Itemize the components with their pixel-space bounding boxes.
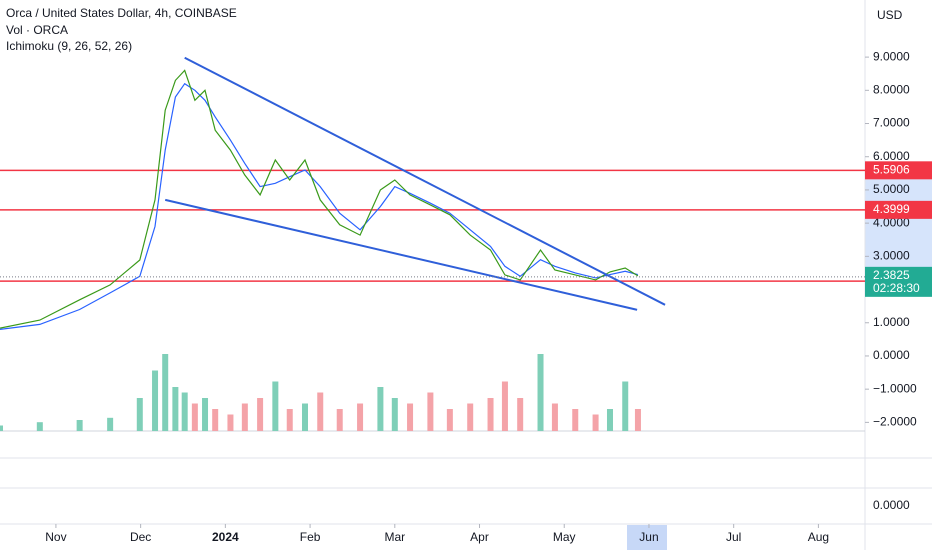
volume-bar bbox=[572, 409, 579, 431]
volume-bar bbox=[212, 409, 219, 431]
volume-bar bbox=[136, 398, 143, 431]
volume-bar bbox=[336, 409, 343, 431]
volume-bar bbox=[0, 425, 3, 431]
indicator-label: Ichimoku (9, 26, 52, 26) bbox=[6, 39, 132, 53]
volume-bar bbox=[357, 403, 364, 431]
x-tick-label: Aug bbox=[808, 530, 829, 544]
volume-bar bbox=[227, 414, 234, 431]
volume-bar bbox=[241, 403, 248, 431]
volume-bar bbox=[501, 381, 508, 431]
volume-bar bbox=[181, 392, 188, 431]
y-tick-label: 6.0000 bbox=[873, 149, 910, 163]
volume-bar bbox=[517, 398, 524, 431]
volume-bar bbox=[257, 398, 264, 431]
last-price-label: 2.3825 bbox=[873, 268, 910, 282]
x-tick-label: Jul bbox=[726, 530, 741, 544]
x-tick-label: Mar bbox=[384, 530, 405, 544]
price-label: 4.3999 bbox=[873, 202, 910, 216]
volume-bar bbox=[592, 414, 599, 431]
volume-bar bbox=[317, 392, 324, 431]
y-tick-label: 9.0000 bbox=[873, 49, 910, 63]
y-tick-label: 8.0000 bbox=[873, 82, 910, 96]
volume-bar bbox=[107, 417, 114, 431]
y-tick-label: 5.0000 bbox=[873, 182, 910, 196]
volume-bar bbox=[391, 398, 398, 431]
price-line bbox=[0, 82, 639, 330]
price-line bbox=[0, 69, 639, 329]
volume-bar bbox=[634, 409, 641, 431]
y-tick-label: 0.0000 bbox=[873, 348, 910, 362]
volume-bar bbox=[407, 403, 414, 431]
x-tick-label: Apr bbox=[470, 530, 489, 544]
volume-bar bbox=[467, 403, 474, 431]
price-label-box bbox=[865, 161, 932, 180]
indicator-label: Vol · ORCA bbox=[6, 23, 68, 37]
volume-bar bbox=[152, 370, 159, 431]
price-label-box bbox=[865, 200, 932, 219]
price-label: 5.5906 bbox=[873, 162, 910, 176]
volume-bar bbox=[36, 422, 43, 431]
volume-bar bbox=[427, 392, 434, 431]
x-tick-label: Feb bbox=[300, 530, 321, 544]
last-price-box bbox=[865, 266, 932, 297]
chart-title: Orca / United States Dollar, 4h, COINBAS… bbox=[6, 6, 237, 20]
x-tick-label: Jun bbox=[639, 530, 658, 544]
volume-bar bbox=[286, 409, 293, 431]
x-tick-label: Dec bbox=[130, 530, 151, 544]
volume-bar bbox=[162, 354, 169, 431]
volume-bar bbox=[202, 398, 209, 431]
pane2-tick-label: 0.0000 bbox=[873, 498, 910, 512]
volume-bar bbox=[446, 409, 453, 431]
x-selection bbox=[627, 525, 667, 550]
volume-bar bbox=[76, 420, 83, 431]
y-tick-label: −1.0000 bbox=[873, 381, 917, 395]
trendline bbox=[164, 198, 638, 311]
volume-bar bbox=[487, 398, 494, 431]
volume-bar bbox=[606, 409, 613, 431]
x-tick-label: Nov bbox=[45, 530, 66, 544]
x-tick-label: 2024 bbox=[212, 530, 239, 544]
volume-bar bbox=[377, 387, 384, 431]
x-tick-label: May bbox=[553, 530, 576, 544]
y-tick-label: 1.0000 bbox=[873, 315, 910, 329]
y-tick-label: −2.0000 bbox=[873, 415, 917, 429]
currency: USD bbox=[877, 8, 903, 22]
countdown: 02:28:30 bbox=[873, 281, 920, 295]
volume-bar bbox=[301, 403, 308, 431]
volume-bar bbox=[272, 381, 279, 431]
volume-bar bbox=[191, 403, 198, 431]
volume-bar bbox=[172, 387, 179, 431]
volume-bar bbox=[622, 381, 629, 431]
trendline bbox=[184, 56, 666, 306]
volume-bar bbox=[537, 354, 544, 431]
y-tick-label: 3.0000 bbox=[873, 249, 910, 263]
y-tick-label: 7.0000 bbox=[873, 116, 910, 130]
volume-bar bbox=[551, 403, 558, 431]
